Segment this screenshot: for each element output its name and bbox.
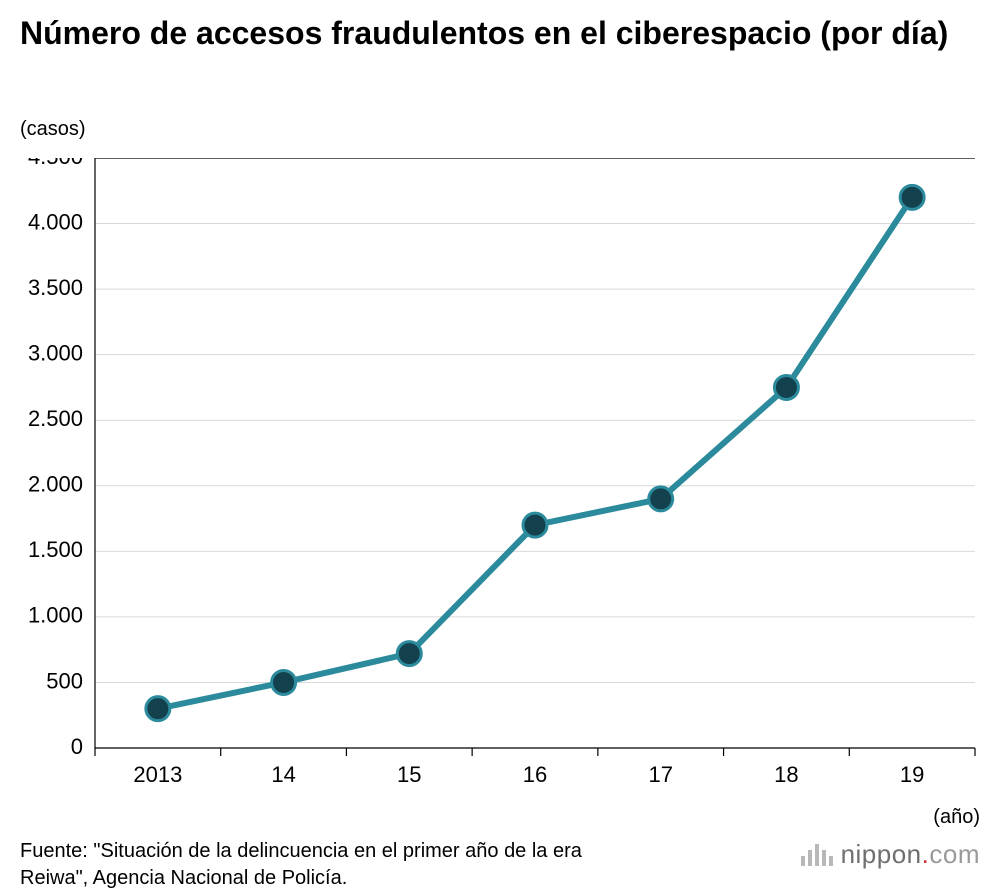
x-axis-unit-label: (año)	[933, 806, 980, 829]
y-tick-label: 3.000	[28, 340, 83, 365]
x-tick-label: 2013	[133, 762, 182, 787]
data-point	[774, 375, 798, 399]
data-point	[900, 185, 924, 209]
data-point	[649, 487, 673, 511]
y-tick-label: 500	[46, 668, 83, 693]
x-tick-label: 18	[774, 762, 798, 787]
x-tick-label: 15	[397, 762, 421, 787]
data-point	[523, 513, 547, 537]
y-tick-label: 3.500	[28, 275, 83, 300]
data-point	[397, 642, 421, 666]
data-point	[272, 670, 296, 694]
logo-suffix: com	[929, 839, 980, 869]
logo-text: nippon.com	[841, 839, 980, 870]
data-point	[146, 697, 170, 721]
x-tick-label: 17	[648, 762, 672, 787]
line-chart: 0 500 1.000 1.500 2.000 2.500 3.000 3.500 4.000 4…	[0, 158, 985, 808]
x-tick-label: 16	[523, 762, 547, 787]
y-tick-label: 1.500	[28, 537, 83, 562]
y-tick-label: 0	[71, 734, 83, 759]
logo-name: nippon	[841, 839, 922, 869]
x-tick-label: 19	[900, 762, 924, 787]
y-axis-unit-label: (casos)	[20, 118, 86, 141]
chart-title: Número de accesos fraudulentos en el cib…	[20, 14, 980, 52]
x-tick-label: 14	[271, 762, 295, 787]
data-line	[158, 197, 912, 708]
y-tick-label: 4.500	[28, 158, 83, 169]
y-tick-label: 2.000	[28, 472, 83, 497]
y-tick-label: 1.000	[28, 603, 83, 628]
y-tick-label: 4.000	[28, 209, 83, 234]
chart-container: Número de accesos fraudulentos en el cib…	[0, 0, 1000, 892]
site-logo: nippon.com	[801, 839, 980, 870]
y-tick-label: 2.500	[28, 406, 83, 431]
logo-bars-icon	[801, 844, 833, 866]
source-text: Fuente: "Situación de la delincuencia en…	[20, 838, 640, 892]
